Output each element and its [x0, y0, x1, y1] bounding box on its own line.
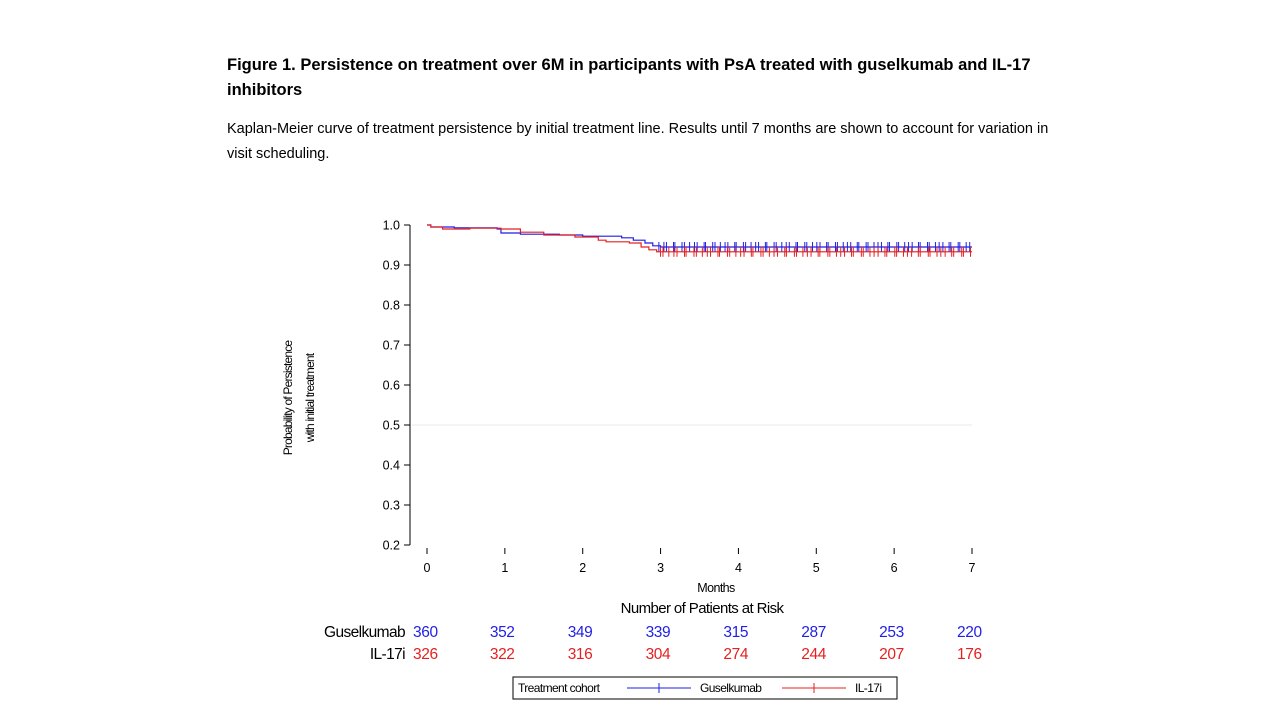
y-tick-label: 0.7 — [383, 339, 400, 353]
risk-value-guselkumab: 315 — [723, 624, 748, 641]
series-layer — [427, 224, 972, 257]
axes: 0.2 0.3 0.4 0.5 0.6 0.7 0.8 0.9 1.0 0 1 2 3 4 5 6 7 Mon… — [281, 219, 976, 596]
guselkumab-censor-marks — [658, 242, 971, 252]
y-tick-label: 1.0 — [383, 219, 400, 233]
y-tick-label: 0.9 — [383, 259, 400, 273]
il17i-censor-marks — [659, 246, 972, 257]
risk-value-il17i: 326 — [413, 646, 438, 663]
y-tick-label: 0.8 — [383, 299, 400, 313]
legend-guselkumab-label: Guselkumab — [700, 681, 762, 695]
x-tick-label: 0 — [424, 561, 431, 575]
risk-value-guselkumab: 360 — [413, 624, 438, 641]
il17i-curve — [427, 224, 972, 253]
y-tick-label: 0.3 — [383, 499, 400, 513]
x-tick-label: 2 — [579, 561, 586, 575]
y-tick-label: 0.6 — [383, 379, 400, 393]
x-tick-label: 1 — [501, 561, 508, 575]
x-tick-label: 7 — [969, 561, 976, 575]
risk-value-guselkumab: 339 — [646, 624, 671, 641]
risk-value-guselkumab: 220 — [957, 624, 982, 641]
x-tick-label: 5 — [813, 561, 820, 575]
risk-row-label-il17i: IL-17i — [370, 646, 405, 663]
y-tick-label: 0.5 — [383, 419, 400, 433]
x-tick-label: 4 — [735, 561, 742, 575]
risk-value-il17i: 176 — [957, 646, 982, 663]
risk-value-guselkumab: 349 — [568, 624, 593, 641]
figure-caption: Kaplan-Meier curve of treatment persiste… — [227, 121, 1049, 162]
y-ticks: 0.2 0.3 0.4 0.5 0.6 0.7 0.8 0.9 1.0 — [383, 219, 410, 553]
risk-value-il17i: 274 — [723, 646, 748, 663]
legend-il17i-label: IL-17i — [855, 681, 881, 695]
risk-value-il17i: 322 — [490, 646, 515, 663]
y-tick-label: 0.4 — [383, 459, 400, 473]
y-axis-label-line1: Probability of Persistence — [281, 340, 295, 456]
risk-value-il17i: 304 — [646, 646, 671, 663]
risk-value-il17i: 316 — [568, 646, 593, 663]
risk-table: Number of Patients at Risk Guselkumab 360… — [324, 600, 983, 663]
risk-rows: Guselkumab 360 352 349 339 315 287 253 220 IL-17i… — [324, 624, 983, 663]
x-tick-label: 3 — [657, 561, 664, 575]
legend-box — [512, 676, 898, 700]
y-tick-label: 0.2 — [383, 539, 400, 553]
figure-title: Figure 1. Persistence on treatment over … — [227, 56, 1031, 99]
risk-value-guselkumab: 253 — [879, 624, 904, 641]
x-axis-label: Months — [697, 581, 735, 595]
legend-title: Treatment cohort — [518, 681, 601, 695]
x-tick-label: 6 — [891, 561, 898, 575]
risk-value-guselkumab: 287 — [801, 624, 826, 641]
y-axis-label-line2: with initial treatment — [303, 352, 317, 443]
risk-row-label-guselkumab: Guselkumab — [324, 624, 405, 641]
x-ticks: 0 1 2 3 4 5 6 7 — [424, 548, 976, 575]
risk-value-il17i: 244 — [801, 646, 826, 663]
risk-table-title: Number of Patients at Risk — [621, 600, 785, 617]
guselkumab-curve — [427, 224, 972, 248]
legend: Treatment cohort Guselkumab IL-17i — [512, 676, 898, 700]
risk-value-il17i: 207 — [879, 646, 904, 663]
risk-value-guselkumab: 352 — [490, 624, 515, 641]
